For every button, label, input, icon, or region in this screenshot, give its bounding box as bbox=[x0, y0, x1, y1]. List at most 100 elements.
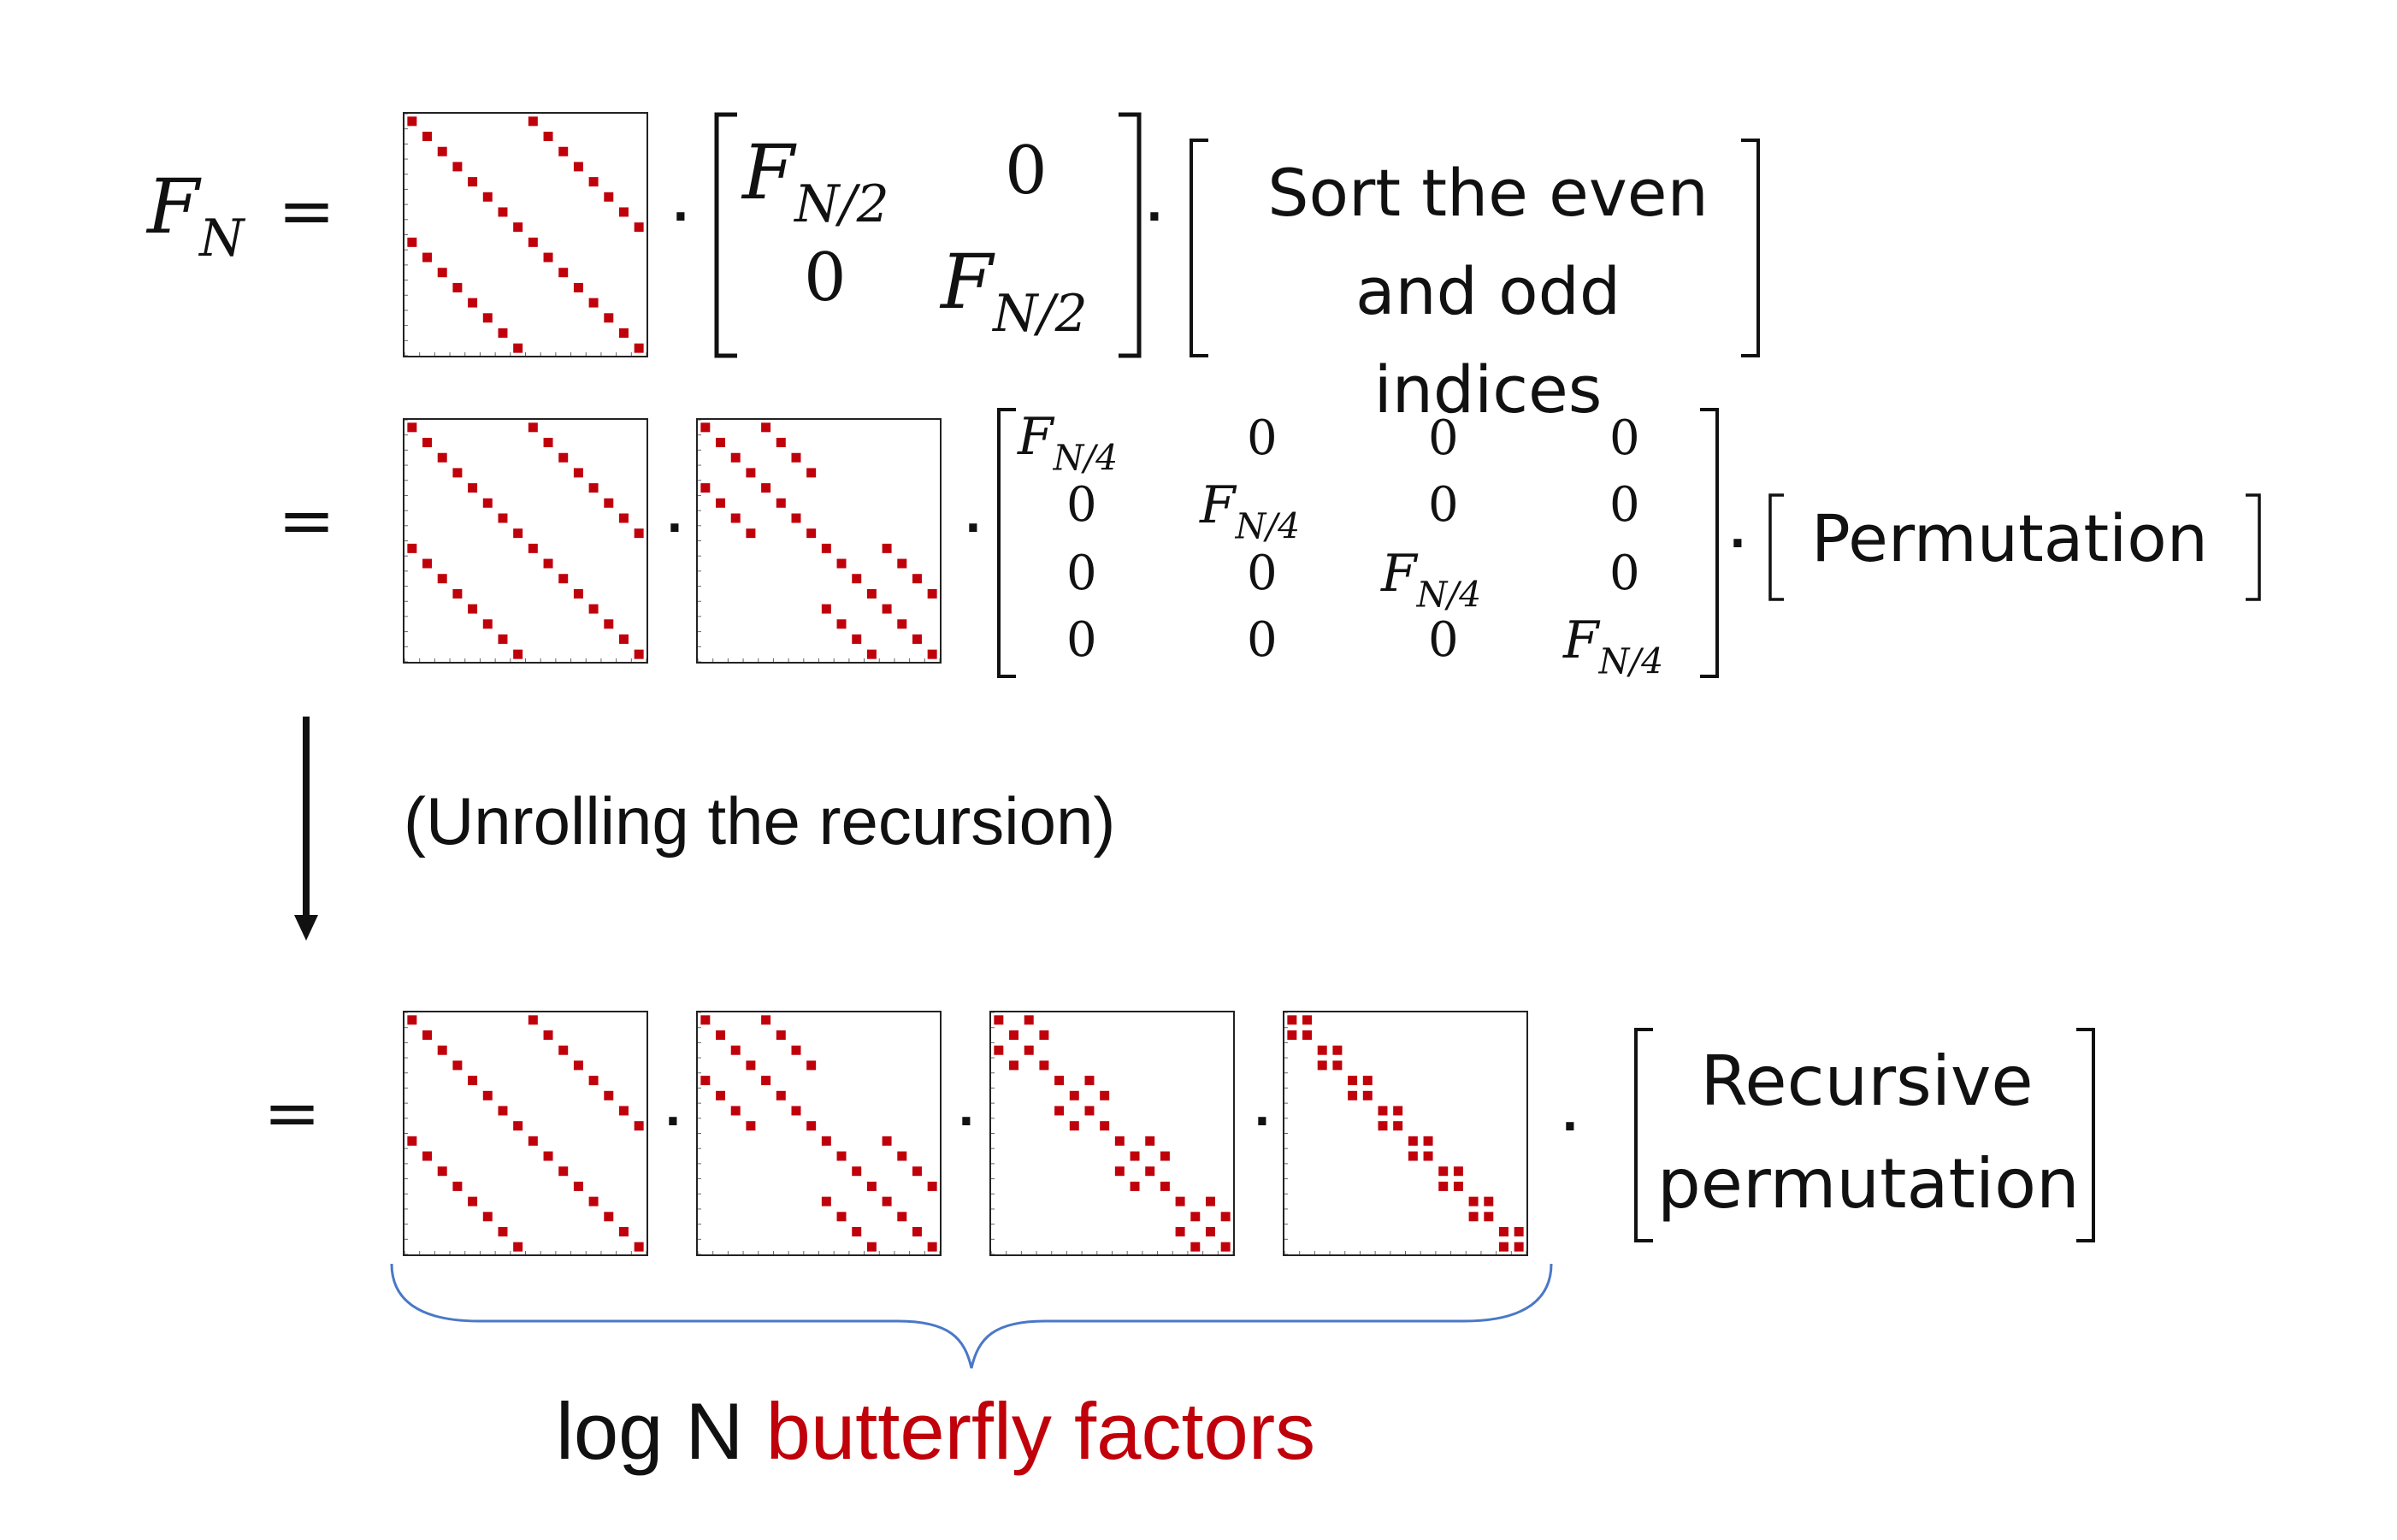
nonzero-cell bbox=[1332, 1045, 1343, 1055]
underbrace bbox=[390, 1263, 1553, 1369]
butterfly-matrix-row2-factor2 bbox=[696, 418, 942, 664]
nonzero-cell bbox=[912, 1226, 922, 1236]
nonzero-cell bbox=[927, 649, 937, 659]
right-bracket bbox=[2076, 1028, 2095, 1242]
nonzero-cell bbox=[1438, 1166, 1449, 1177]
butterfly-matrix-row1-factor1 bbox=[403, 112, 648, 357]
nonzero-cell bbox=[604, 1090, 614, 1100]
nonzero-cell bbox=[498, 327, 508, 338]
nonzero-cell bbox=[1408, 1136, 1418, 1146]
nonzero-cell bbox=[791, 1106, 801, 1116]
nonzero-cell bbox=[618, 207, 629, 217]
block-F-N4-r2c2: FN/4 bbox=[1200, 475, 1301, 547]
block-zero: 0 bbox=[1609, 546, 1640, 601]
nonzero-cell bbox=[452, 1060, 463, 1071]
nonzero-cell bbox=[716, 438, 726, 448]
nonzero-cell bbox=[452, 588, 463, 599]
nonzero-cell bbox=[498, 1106, 508, 1116]
nonzero-cell bbox=[437, 452, 447, 463]
nonzero-cell bbox=[882, 1136, 892, 1146]
row2-equals: = bbox=[278, 481, 336, 560]
butterfly-factor-3 bbox=[989, 1011, 1235, 1256]
nonzero-cell bbox=[1160, 1181, 1170, 1191]
nonzero-cell bbox=[407, 1136, 417, 1146]
nonzero-cell bbox=[730, 1106, 741, 1116]
nonzero-cell bbox=[1348, 1090, 1358, 1100]
nonzero-cell bbox=[543, 1030, 553, 1041]
nonzero-cell bbox=[452, 468, 463, 478]
nonzero-cell bbox=[806, 1121, 817, 1131]
sort-text-line2: and odd indices bbox=[1355, 253, 1621, 428]
nonzero-cell bbox=[634, 222, 644, 233]
recursive-text-line1: Recursive bbox=[1700, 1041, 2034, 1121]
nonzero-cell bbox=[1348, 1076, 1358, 1086]
nonzero-cell bbox=[1009, 1030, 1019, 1041]
nonzero-cell bbox=[422, 438, 433, 448]
nonzero-cell bbox=[1175, 1226, 1185, 1236]
nonzero-cell bbox=[1114, 1166, 1125, 1177]
nonzero-cell bbox=[573, 588, 583, 599]
block-F-N4-r4c4: FN/4 bbox=[1563, 611, 1664, 682]
nonzero-cell bbox=[776, 1090, 786, 1100]
lhs-F: F bbox=[147, 162, 200, 251]
unrolling-recursion-label: (Unrolling the recursion) bbox=[404, 783, 1116, 859]
nonzero-cell bbox=[498, 634, 508, 644]
nonzero-cell bbox=[897, 1212, 907, 1222]
sort-text-line1: Sort the even bbox=[1267, 155, 1709, 231]
nonzero-cell bbox=[1130, 1181, 1140, 1191]
nonzero-cell bbox=[468, 604, 478, 614]
nonzero-cell bbox=[452, 162, 463, 172]
mult-dot: · bbox=[1562, 1101, 1579, 1153]
left-bracket bbox=[1190, 139, 1208, 357]
nonzero-cell bbox=[776, 1030, 786, 1041]
nonzero-cell bbox=[513, 343, 523, 353]
block-zero: 0 bbox=[1428, 477, 1459, 533]
nonzero-cell bbox=[468, 298, 478, 308]
left-bracket bbox=[1768, 493, 1784, 601]
nonzero-cell bbox=[1498, 1242, 1508, 1252]
nonzero-cell bbox=[1438, 1181, 1449, 1191]
nonzero-cell bbox=[513, 222, 523, 233]
mult-dot: · bbox=[965, 503, 982, 554]
nonzero-cell bbox=[1054, 1076, 1065, 1086]
nonzero-cell bbox=[452, 1181, 463, 1191]
block-zero: 0 bbox=[1609, 477, 1640, 533]
right-bracket bbox=[1741, 139, 1760, 357]
nonzero-cell bbox=[912, 1166, 922, 1177]
nonzero-cell bbox=[618, 1106, 629, 1116]
mult-dot: · bbox=[672, 192, 689, 243]
nonzero-cell bbox=[528, 116, 538, 127]
nonzero-cell bbox=[618, 327, 629, 338]
nonzero-cell bbox=[558, 268, 569, 278]
mult-dot: · bbox=[1729, 518, 1746, 569]
right-bracket bbox=[2246, 493, 2261, 601]
nonzero-cell bbox=[806, 528, 817, 539]
nonzero-cell bbox=[1423, 1151, 1433, 1161]
nonzero-cell bbox=[1100, 1121, 1110, 1131]
nonzero-cell bbox=[1378, 1106, 1388, 1116]
nonzero-cell bbox=[716, 1090, 726, 1100]
nonzero-cell bbox=[821, 543, 831, 553]
nonzero-cell bbox=[558, 574, 569, 584]
nonzero-cell bbox=[1069, 1121, 1079, 1131]
nonzero-cell bbox=[866, 1181, 877, 1191]
lhs-F-N: FN bbox=[147, 162, 244, 268]
nonzero-cell bbox=[1009, 1060, 1019, 1071]
nonzero-cell bbox=[437, 146, 447, 156]
nonzero-cell bbox=[422, 1030, 433, 1041]
nonzero-cell bbox=[776, 438, 786, 448]
recursive-text-line2: permutation bbox=[1657, 1144, 2080, 1224]
block-zero: 0 bbox=[1428, 612, 1459, 668]
nonzero-cell bbox=[634, 1242, 644, 1252]
nonzero-cell bbox=[1190, 1242, 1201, 1252]
nonzero-cell bbox=[468, 1076, 478, 1086]
nonzero-cell bbox=[1069, 1090, 1079, 1100]
nonzero-cell bbox=[543, 438, 553, 448]
nonzero-cell bbox=[761, 1015, 771, 1025]
nonzero-cell bbox=[882, 1196, 892, 1207]
nonzero-cell bbox=[498, 513, 508, 523]
nonzero-cell bbox=[604, 498, 614, 508]
nonzero-cell bbox=[1039, 1030, 1049, 1041]
lhs-N-subscript: N bbox=[199, 208, 245, 268]
permutation-label: Permutation bbox=[1811, 500, 2208, 576]
